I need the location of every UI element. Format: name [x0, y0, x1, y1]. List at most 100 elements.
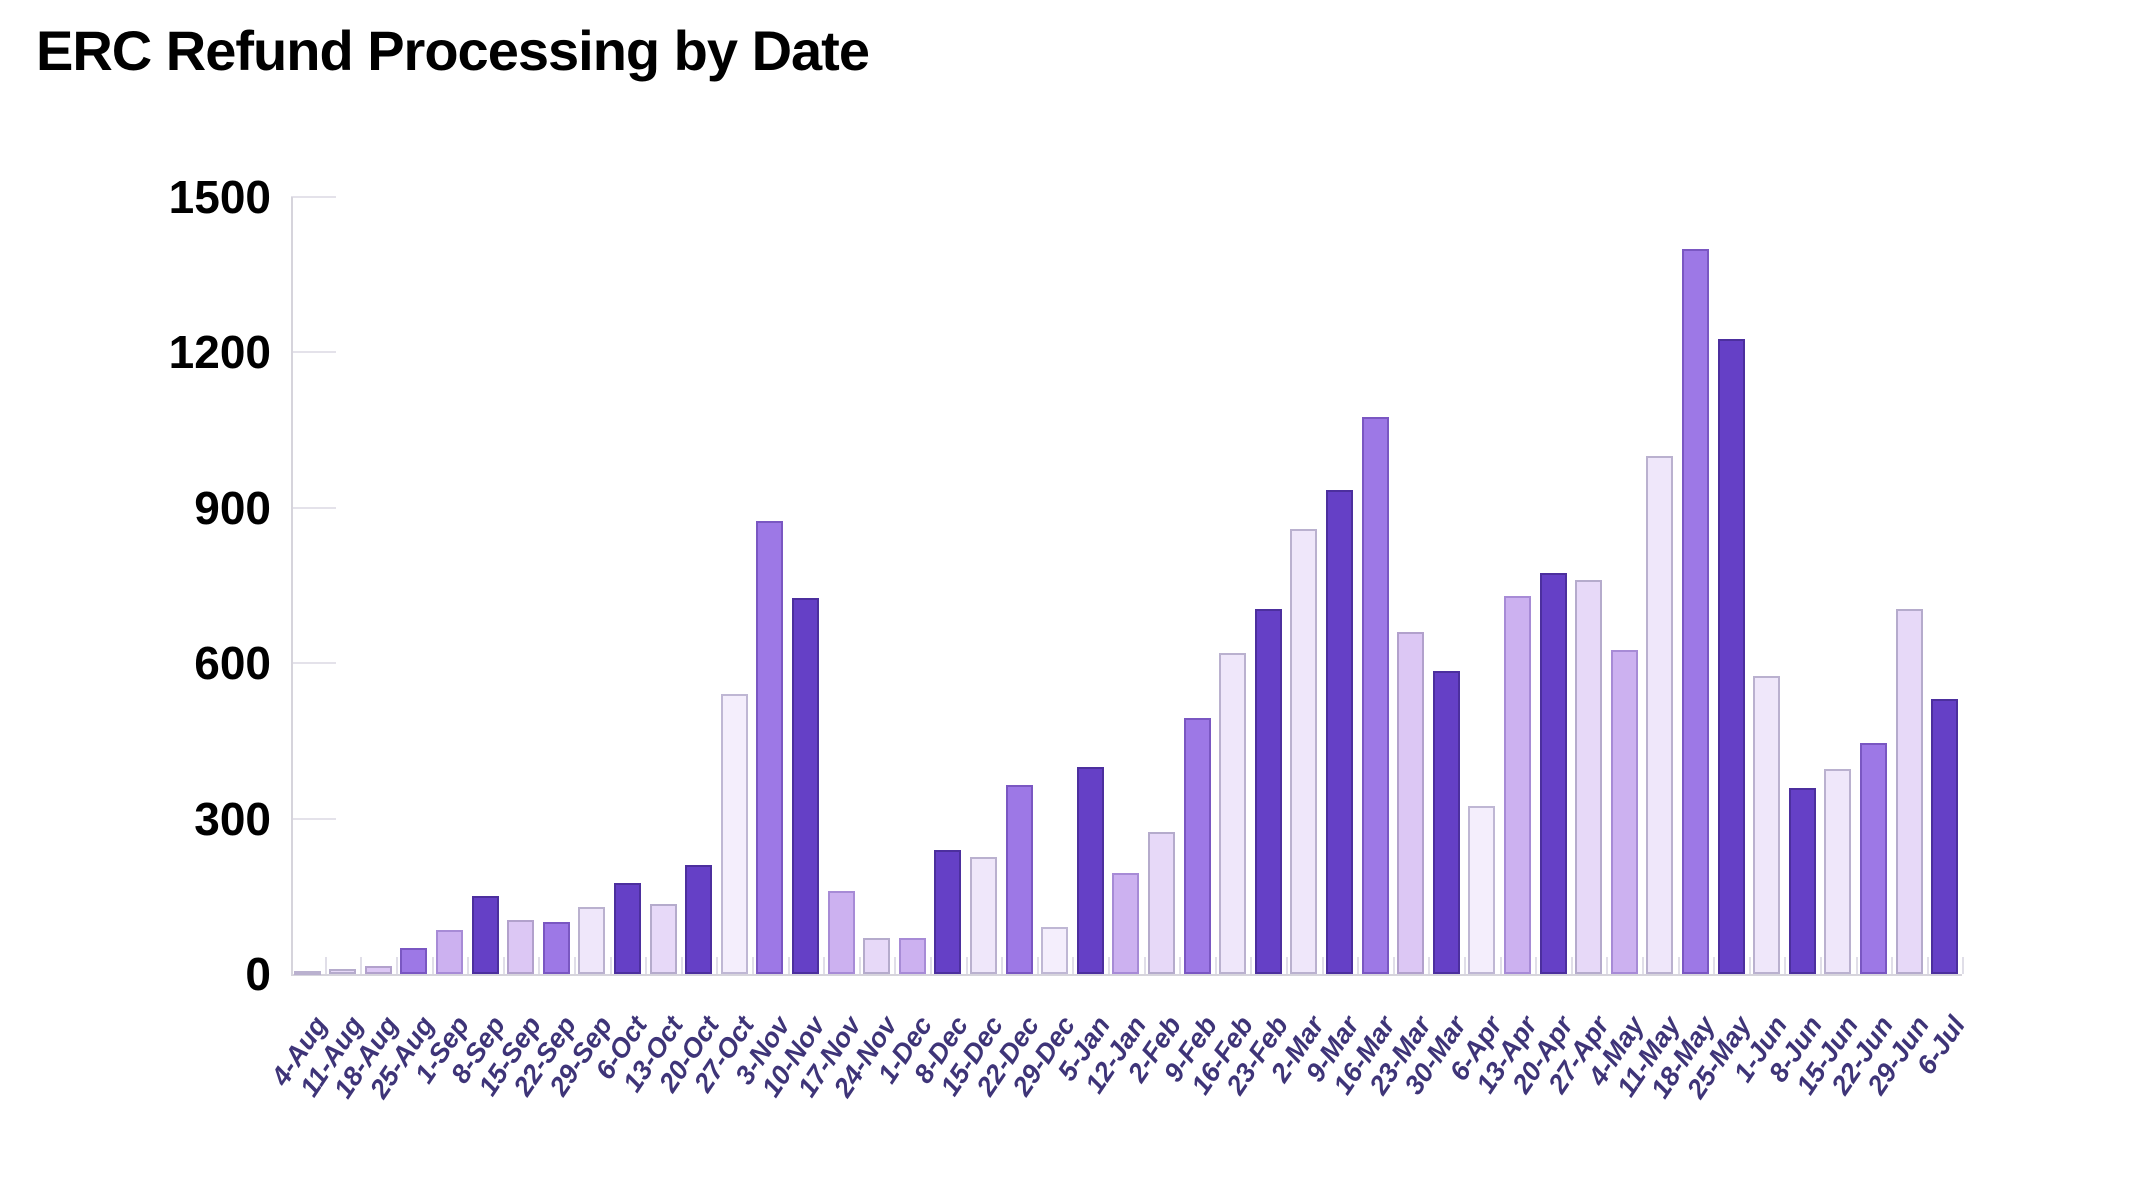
bar [756, 520, 784, 974]
bar [1397, 632, 1425, 974]
x-axis-tick-mark [1499, 957, 1502, 974]
x-axis-tick-mark [1214, 957, 1217, 974]
x-axis-tick-mark [1357, 957, 1360, 974]
x-axis-tick-mark [1820, 957, 1822, 974]
y-axis-tick-mark [291, 351, 336, 354]
bar [1361, 417, 1389, 974]
x-axis-tick-mark [467, 957, 470, 974]
bar [1005, 784, 1033, 974]
x-axis-tick-mark [1143, 957, 1146, 974]
x-axis-tick-mark [1535, 957, 1538, 974]
y-axis-tick-mark [291, 662, 336, 665]
x-axis-tick-mark [1392, 957, 1395, 974]
x-axis-tick-mark [645, 957, 648, 974]
y-axis-tick-mark [291, 817, 336, 820]
x-axis-tick-mark [1108, 957, 1110, 974]
x-axis-tick-mark [894, 957, 897, 974]
bar [791, 598, 819, 974]
x-axis-tick-mark [574, 957, 576, 974]
bar [293, 971, 321, 975]
bar [578, 906, 606, 974]
bar [1539, 572, 1567, 974]
y-axis-tick-label: 0 [245, 948, 271, 1000]
x-axis-tick-mark [1072, 957, 1075, 974]
bar [649, 904, 677, 974]
x-axis-tick-mark [823, 957, 826, 974]
bar [1147, 831, 1175, 974]
x-axis-tick-mark [609, 957, 612, 974]
bar [1859, 743, 1887, 974]
bar [1325, 489, 1353, 974]
x-axis-line [291, 974, 1963, 976]
chart-title: ERC Refund Processing by Date [36, 19, 870, 82]
bar [827, 891, 855, 974]
bar [1824, 769, 1852, 974]
bar [507, 919, 535, 974]
bar [1610, 650, 1638, 974]
x-axis-tick-mark [1748, 957, 1751, 974]
x-axis-tick-mark [1179, 957, 1182, 974]
x-axis-tick-mark [1250, 957, 1253, 974]
x-axis-tick-mark [1642, 957, 1644, 974]
x-axis-tick-mark [858, 957, 861, 974]
bar [1432, 670, 1460, 974]
x-axis-tick-mark [1713, 957, 1716, 974]
x-axis-tick-mark [1677, 957, 1680, 974]
x-axis-tick-mark [1286, 957, 1288, 974]
bar [934, 849, 962, 974]
bar [1753, 676, 1781, 974]
x-axis-tick-mark [1428, 957, 1431, 974]
bar [1931, 699, 1959, 974]
bar [685, 865, 713, 974]
bar [435, 929, 463, 974]
bar [1183, 717, 1211, 974]
bar [1254, 608, 1282, 974]
bar [1041, 927, 1069, 974]
y-axis-tick-label: 1500 [168, 171, 271, 223]
bar [1468, 805, 1496, 974]
x-axis-tick-mark [396, 957, 398, 974]
x-axis-tick-mark [1926, 957, 1929, 974]
x-axis-tick-mark [324, 957, 327, 974]
x-axis-tick-mark [1855, 957, 1858, 974]
bar [1112, 872, 1140, 974]
bar [542, 922, 570, 974]
bar [329, 968, 357, 974]
x-axis-tick-mark [752, 957, 754, 974]
bar [471, 896, 499, 974]
y-axis-line [291, 197, 293, 976]
y-axis-tick-label: 900 [194, 481, 271, 534]
x-axis-tick-mark [1962, 957, 1965, 974]
bar [898, 937, 926, 974]
bar [1895, 608, 1923, 974]
bar [364, 966, 392, 974]
y-axis-tick-mark [291, 196, 336, 198]
y-axis-tick-mark [291, 506, 336, 509]
x-axis-tick-mark [1606, 957, 1609, 974]
y-axis-tick-label: 1200 [168, 326, 271, 379]
y-axis-tick-label: 600 [194, 637, 271, 690]
bar [400, 948, 428, 974]
bar [1219, 652, 1247, 974]
y-axis-tick-label: 300 [194, 792, 271, 845]
bar [1788, 787, 1816, 974]
bar [1681, 248, 1709, 974]
bar [613, 883, 641, 974]
bar [1646, 456, 1674, 974]
x-axis-tick-mark [502, 957, 505, 974]
x-axis-tick-mark [1891, 957, 1894, 974]
bar [863, 937, 891, 974]
x-axis-tick-mark [360, 957, 363, 974]
bar [1575, 580, 1603, 974]
x-axis-tick-mark [1784, 957, 1787, 974]
x-axis-tick-mark [716, 957, 719, 974]
x-axis-tick-mark [680, 957, 683, 974]
x-axis-tick-mark [787, 957, 790, 974]
x-axis-tick-mark [431, 957, 434, 974]
x-axis-tick-mark [1001, 957, 1004, 974]
x-axis-tick-mark [1570, 957, 1573, 974]
x-axis-tick-mark [1464, 957, 1466, 974]
bar [1717, 339, 1745, 974]
